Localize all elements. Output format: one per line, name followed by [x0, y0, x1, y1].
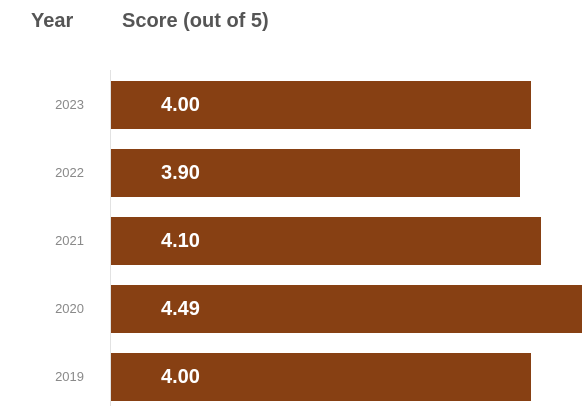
bar-2023: [111, 81, 531, 129]
bar-value-label-2022: 3.90: [161, 162, 200, 184]
year-tick-label-2022: 2022: [55, 165, 84, 180]
year-tick-label-2020: 2020: [55, 301, 84, 316]
bar-2019: [111, 353, 531, 401]
bar-value-label-2020: 4.49: [161, 298, 200, 320]
bar-value-label-2021: 4.10: [161, 230, 200, 252]
bar-2021: [111, 217, 541, 265]
bar-2022: [111, 149, 520, 197]
bar-2020: [111, 285, 582, 333]
score-column-header: Score (out of 5): [122, 10, 269, 32]
category-axis-line: [110, 70, 111, 406]
year-tick-label-2023: 2023: [55, 97, 84, 112]
bar-value-label-2023: 4.00: [161, 94, 200, 116]
bar-value-label-2019: 4.00: [161, 366, 200, 388]
year-tick-label-2021: 2021: [55, 233, 84, 248]
year-column-header: Year: [31, 10, 74, 32]
year-tick-label-2019: 2019: [55, 369, 84, 384]
